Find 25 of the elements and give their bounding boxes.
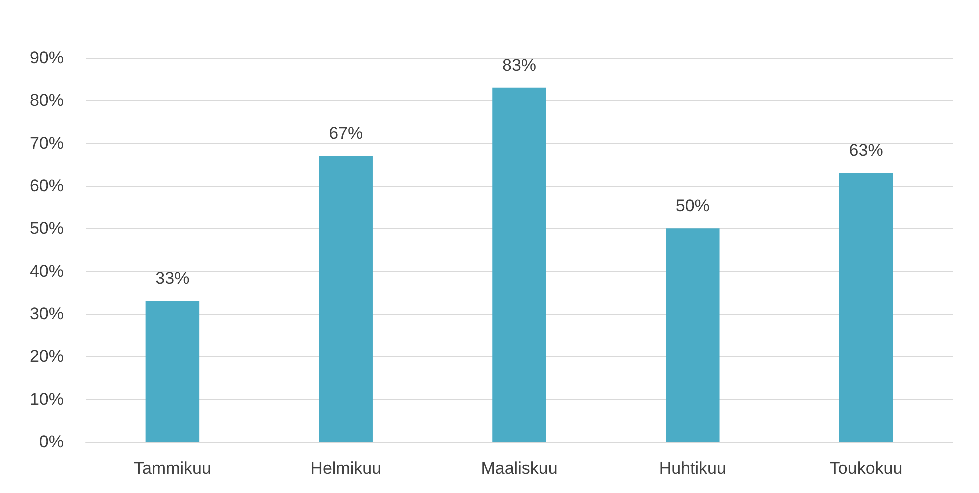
y-tick-label: 80% [30, 91, 64, 110]
x-tick-label: Tammikuu [134, 459, 212, 478]
x-tick-label: Maaliskuu [481, 459, 558, 478]
y-tick-label: 50% [30, 219, 64, 238]
x-tick-label: Toukokuu [830, 459, 903, 478]
y-tick-label: 40% [30, 262, 64, 281]
bar [839, 173, 894, 442]
y-tick-label: 90% [30, 48, 64, 68]
data-label: 63% [849, 141, 884, 160]
y-tick-label: 10% [30, 390, 64, 409]
data-label: 33% [156, 269, 190, 288]
data-label: 50% [676, 196, 710, 216]
bar [666, 228, 720, 442]
y-tick-label: 30% [30, 304, 64, 324]
data-label: 83% [502, 56, 537, 75]
x-tick-label: Helmikuu [310, 459, 382, 478]
x-tick-label: Huhtikuu [659, 459, 726, 478]
y-tick-label: 60% [30, 176, 64, 196]
bar [492, 88, 546, 442]
bar [319, 156, 373, 442]
y-tick-label: 0% [39, 432, 64, 452]
y-tick-label: 70% [30, 134, 64, 153]
bar [146, 301, 200, 442]
y-tick-label: 20% [30, 347, 64, 366]
data-label: 67% [329, 124, 364, 144]
